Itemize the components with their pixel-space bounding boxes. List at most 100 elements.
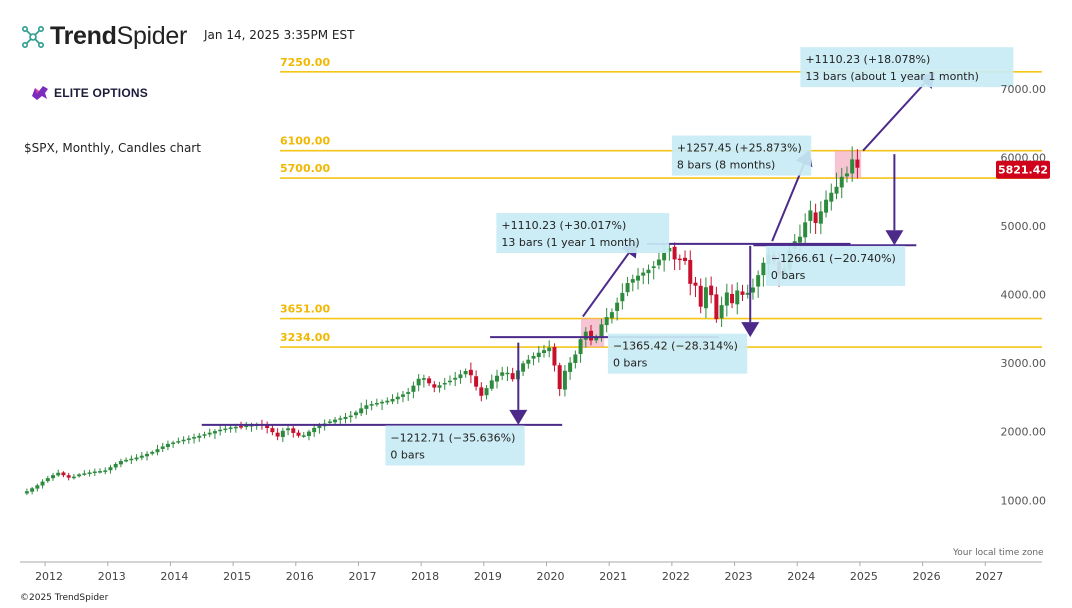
candle-body (155, 449, 160, 453)
measure-arrow (741, 245, 760, 338)
candle (646, 264, 651, 285)
candle-body (568, 362, 573, 372)
candle-body (171, 442, 176, 445)
candle (212, 429, 217, 440)
candle-body (797, 236, 802, 243)
candle (589, 324, 594, 346)
candle (761, 257, 766, 287)
candle-body (400, 394, 405, 397)
candle-body (124, 459, 129, 462)
measure-label-text: 8 bars (8 months) (677, 159, 775, 172)
measure-label: −1266.61 (−20.740%) 0 bars (765, 245, 906, 286)
candle-body (103, 470, 108, 472)
candle-body (369, 404, 374, 406)
candle (505, 366, 510, 382)
candle-body (552, 347, 557, 366)
spider-icon (21, 25, 44, 48)
candle-body (599, 324, 604, 337)
candle (385, 397, 390, 405)
candle-body (165, 443, 170, 448)
candle-body (228, 427, 233, 430)
candle-body (834, 186, 839, 194)
candle-body (244, 425, 249, 427)
candle-body (824, 199, 829, 213)
candle (369, 400, 374, 411)
x-tick-label: 2027 (975, 570, 1003, 583)
candle-body (625, 283, 630, 293)
candle (484, 385, 489, 400)
arrow-head (741, 322, 760, 338)
candle-body (453, 377, 458, 380)
candle-body (677, 258, 682, 261)
candle (573, 350, 578, 369)
candle-body (521, 363, 526, 372)
candle (834, 172, 839, 200)
candle (547, 340, 552, 358)
sponsor-name: ELITE OPTIONS (54, 86, 148, 100)
candle-body (192, 437, 197, 439)
candle-body (505, 372, 510, 375)
candle-body (327, 421, 332, 423)
candle (531, 352, 536, 366)
candle-body (380, 401, 385, 404)
x-tick-label: 2017 (348, 570, 376, 583)
candle (338, 415, 343, 424)
candle (656, 251, 661, 270)
measure-label-text: −1365.42 (−28.314%) (613, 340, 738, 353)
candle (510, 367, 515, 382)
candle-body (66, 475, 71, 478)
candle-body (589, 330, 594, 341)
candle-body (406, 392, 411, 394)
candle-body (432, 384, 437, 388)
candle (641, 268, 646, 285)
candle-body (45, 478, 50, 482)
candle-body (421, 378, 426, 380)
candle-body (24, 491, 29, 494)
candle (364, 399, 369, 415)
last-price-bg (996, 160, 1050, 179)
candle (129, 455, 134, 465)
candle-body (218, 429, 223, 432)
candle (735, 282, 740, 315)
candle-body (562, 370, 567, 390)
candle (197, 432, 202, 442)
candle (207, 428, 212, 438)
candle-body (542, 350, 547, 354)
candle (578, 336, 583, 363)
candle (380, 399, 385, 410)
candle-body (212, 431, 217, 434)
candle-body (813, 212, 818, 223)
measure-label: +1110.23 (+30.017%) 13 bars (1 year 1 mon… (496, 213, 670, 254)
candle-body (855, 159, 860, 168)
candle-body (239, 426, 244, 428)
candle-body (526, 359, 531, 364)
copyright: ©2025 TrendSpider (20, 593, 109, 603)
x-tick-label: 2018 (411, 570, 439, 583)
candle-body (233, 426, 238, 429)
candle-body (270, 428, 275, 433)
candle-body (641, 272, 646, 276)
level-label: 3651.00 (280, 303, 330, 316)
candle-body (646, 269, 651, 274)
candle (186, 435, 191, 444)
measure-label-bg (385, 425, 525, 466)
candle-body (583, 331, 588, 340)
candle (714, 286, 719, 323)
candle (218, 425, 223, 436)
candle (406, 387, 411, 401)
candle (808, 200, 813, 234)
candle (850, 146, 855, 182)
candle (521, 360, 526, 377)
candle-body (145, 453, 150, 457)
measure-label: +1257.45 (+25.873%) 8 bars (8 months) (671, 135, 812, 176)
candle-body (672, 246, 677, 260)
candle (468, 362, 473, 384)
arrow-head (885, 230, 904, 246)
candle-body (113, 463, 118, 468)
candle-body (207, 432, 212, 435)
candle (709, 276, 714, 304)
candle-body (286, 428, 291, 431)
candle-body (829, 192, 834, 202)
candle (474, 370, 479, 391)
